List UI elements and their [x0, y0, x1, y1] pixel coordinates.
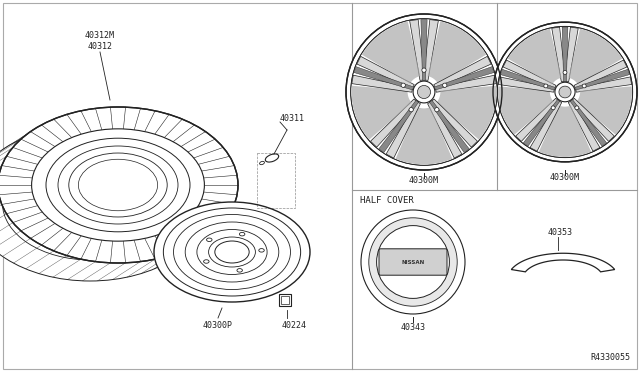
Ellipse shape — [185, 222, 279, 282]
Polygon shape — [571, 98, 614, 141]
Polygon shape — [379, 100, 419, 153]
Ellipse shape — [0, 125, 210, 281]
Polygon shape — [423, 20, 438, 80]
Polygon shape — [516, 98, 559, 141]
Ellipse shape — [582, 84, 586, 88]
Ellipse shape — [443, 83, 447, 87]
Ellipse shape — [346, 14, 502, 170]
Polygon shape — [386, 102, 420, 158]
Ellipse shape — [422, 68, 426, 72]
Polygon shape — [539, 106, 591, 157]
Ellipse shape — [413, 81, 435, 103]
Ellipse shape — [555, 82, 575, 102]
Ellipse shape — [559, 86, 571, 98]
Circle shape — [361, 210, 465, 314]
Text: R4330055: R4330055 — [590, 353, 630, 362]
Ellipse shape — [209, 237, 255, 267]
Polygon shape — [524, 99, 560, 146]
Text: 40300P: 40300P — [203, 321, 233, 330]
Polygon shape — [500, 69, 556, 90]
Ellipse shape — [237, 269, 243, 272]
Text: 40312M: 40312M — [85, 31, 115, 39]
Polygon shape — [357, 56, 414, 89]
Ellipse shape — [58, 146, 178, 224]
Ellipse shape — [544, 84, 548, 88]
Polygon shape — [508, 29, 561, 84]
FancyBboxPatch shape — [379, 249, 447, 275]
Polygon shape — [435, 67, 494, 90]
Polygon shape — [503, 60, 556, 89]
Ellipse shape — [575, 106, 579, 110]
Text: 40300M: 40300M — [409, 176, 439, 185]
Polygon shape — [351, 86, 412, 140]
Polygon shape — [575, 77, 632, 92]
Ellipse shape — [435, 108, 439, 112]
Polygon shape — [435, 75, 496, 92]
Ellipse shape — [551, 106, 555, 110]
Ellipse shape — [260, 161, 264, 165]
Polygon shape — [552, 27, 566, 81]
Ellipse shape — [163, 208, 301, 296]
Ellipse shape — [497, 26, 633, 158]
Polygon shape — [429, 100, 469, 153]
Polygon shape — [568, 100, 600, 151]
Polygon shape — [352, 75, 413, 92]
Circle shape — [376, 225, 449, 298]
Polygon shape — [564, 27, 579, 81]
Ellipse shape — [79, 159, 157, 211]
Ellipse shape — [207, 238, 212, 241]
Ellipse shape — [259, 248, 264, 252]
Ellipse shape — [173, 215, 291, 289]
Ellipse shape — [0, 107, 238, 263]
Polygon shape — [436, 86, 497, 140]
Text: 40224: 40224 — [282, 321, 307, 330]
Polygon shape — [428, 102, 462, 158]
Ellipse shape — [215, 241, 249, 263]
Polygon shape — [499, 77, 554, 92]
Polygon shape — [371, 99, 417, 147]
Ellipse shape — [401, 83, 405, 87]
Ellipse shape — [351, 19, 497, 165]
Polygon shape — [428, 21, 486, 84]
Polygon shape — [568, 29, 622, 84]
Ellipse shape — [409, 108, 413, 112]
Polygon shape — [575, 69, 630, 90]
Ellipse shape — [216, 242, 248, 262]
FancyBboxPatch shape — [279, 294, 291, 306]
Polygon shape — [396, 107, 452, 164]
Polygon shape — [562, 27, 568, 82]
Polygon shape — [577, 86, 632, 135]
Polygon shape — [498, 86, 554, 135]
Ellipse shape — [154, 202, 310, 302]
Polygon shape — [431, 99, 477, 147]
Polygon shape — [410, 20, 425, 80]
Polygon shape — [362, 21, 420, 84]
Polygon shape — [570, 99, 607, 146]
Polygon shape — [421, 19, 427, 80]
Text: HALF COVER: HALF COVER — [360, 196, 413, 205]
Text: 40300M: 40300M — [550, 173, 580, 182]
Polygon shape — [434, 56, 491, 89]
Text: 40343: 40343 — [401, 324, 426, 333]
Polygon shape — [574, 60, 627, 89]
Text: 40311: 40311 — [280, 113, 305, 122]
Text: 40353: 40353 — [548, 228, 573, 237]
Text: 40312: 40312 — [88, 42, 113, 51]
Ellipse shape — [563, 71, 567, 74]
Polygon shape — [511, 253, 614, 272]
Ellipse shape — [197, 230, 267, 275]
Polygon shape — [354, 67, 413, 90]
Ellipse shape — [3, 146, 178, 260]
Ellipse shape — [46, 138, 190, 232]
Ellipse shape — [417, 86, 431, 99]
Ellipse shape — [493, 22, 637, 162]
Polygon shape — [530, 100, 562, 151]
Circle shape — [369, 218, 457, 306]
Text: NISSAN: NISSAN — [401, 260, 424, 264]
Ellipse shape — [31, 129, 204, 241]
Ellipse shape — [69, 153, 167, 217]
Ellipse shape — [266, 154, 278, 162]
Ellipse shape — [204, 260, 209, 263]
Ellipse shape — [239, 232, 245, 236]
